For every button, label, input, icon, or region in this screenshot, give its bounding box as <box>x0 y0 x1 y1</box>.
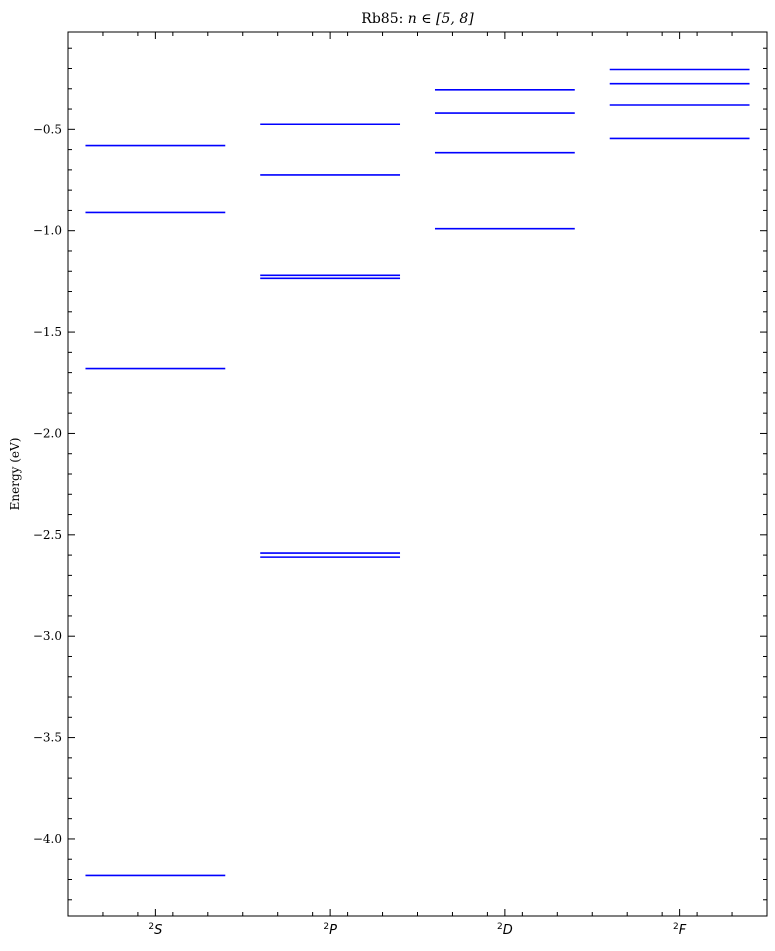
plot-frame <box>67 31 768 917</box>
x-axis-ticks: 2S 2P 2D 2F <box>67 32 768 938</box>
y-tick-label: −3.5 <box>33 731 62 745</box>
x-category-label: 2F <box>673 922 687 938</box>
y-axis-label: Energy (eV) <box>8 438 22 511</box>
chart-title: Rb85: n ∈ [5, 8] <box>361 11 474 27</box>
y-tick-label: −1.0 <box>33 224 62 238</box>
y-tick-label: −2.5 <box>33 528 62 542</box>
chart-title-math: n ∈ [5, 8] <box>408 11 474 27</box>
x-category-label: 2D <box>497 922 513 938</box>
y-tick-label: −4.0 <box>33 832 62 846</box>
energy-levels <box>85 68 750 877</box>
y-tick-label: −0.5 <box>33 122 62 136</box>
chart-title-prefix: Rb85: <box>361 11 407 27</box>
y-axis-ticks: −4.0 −3.5 −3.0 −2.5 −2.0 −1.5 −1.0 −0.5 <box>33 47 767 901</box>
x-category-label: 2P <box>323 922 337 938</box>
y-tick-label: −3.0 <box>33 629 62 643</box>
x-category-label: 2S <box>148 922 162 938</box>
y-tick-label: −1.5 <box>33 325 62 339</box>
y-tick-label: −2.0 <box>33 426 62 440</box>
